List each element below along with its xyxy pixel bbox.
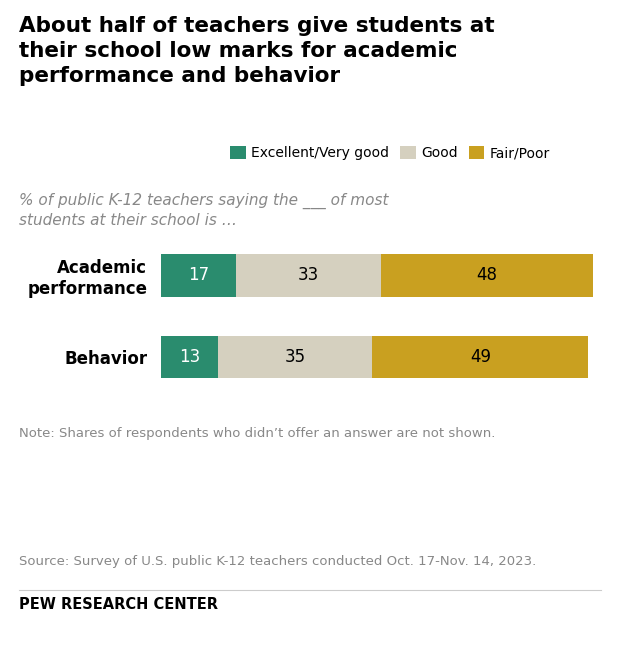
Text: 35: 35 [285, 348, 306, 366]
Bar [373, 336, 588, 378]
Text: 49: 49 [470, 348, 491, 366]
Bar [381, 254, 593, 297]
Bar [236, 254, 381, 297]
Legend: Excellent/Very good, Good, Fair/Poor: Excellent/Very good, Good, Fair/Poor [224, 141, 556, 166]
Text: About half of teachers give students at
their school low marks for academic
perf: About half of teachers give students at … [19, 16, 494, 86]
Bar [218, 336, 373, 378]
Bar [161, 254, 236, 297]
Text: PEW RESEARCH CENTER: PEW RESEARCH CENTER [19, 597, 218, 612]
Text: 17: 17 [188, 267, 209, 284]
Bar [161, 336, 218, 378]
Text: 33: 33 [298, 267, 319, 284]
Text: Source: Survey of U.S. public K-12 teachers conducted Oct. 17-Nov. 14, 2023.: Source: Survey of U.S. public K-12 teach… [19, 555, 536, 568]
Text: Note: Shares of respondents who didn’t offer an answer are not shown.: Note: Shares of respondents who didn’t o… [19, 427, 495, 440]
Text: % of public K-12 teachers saying the ___ of most
students at their school is …: % of public K-12 teachers saying the ___… [19, 192, 388, 228]
Text: 48: 48 [476, 267, 497, 284]
Text: 13: 13 [179, 348, 200, 366]
